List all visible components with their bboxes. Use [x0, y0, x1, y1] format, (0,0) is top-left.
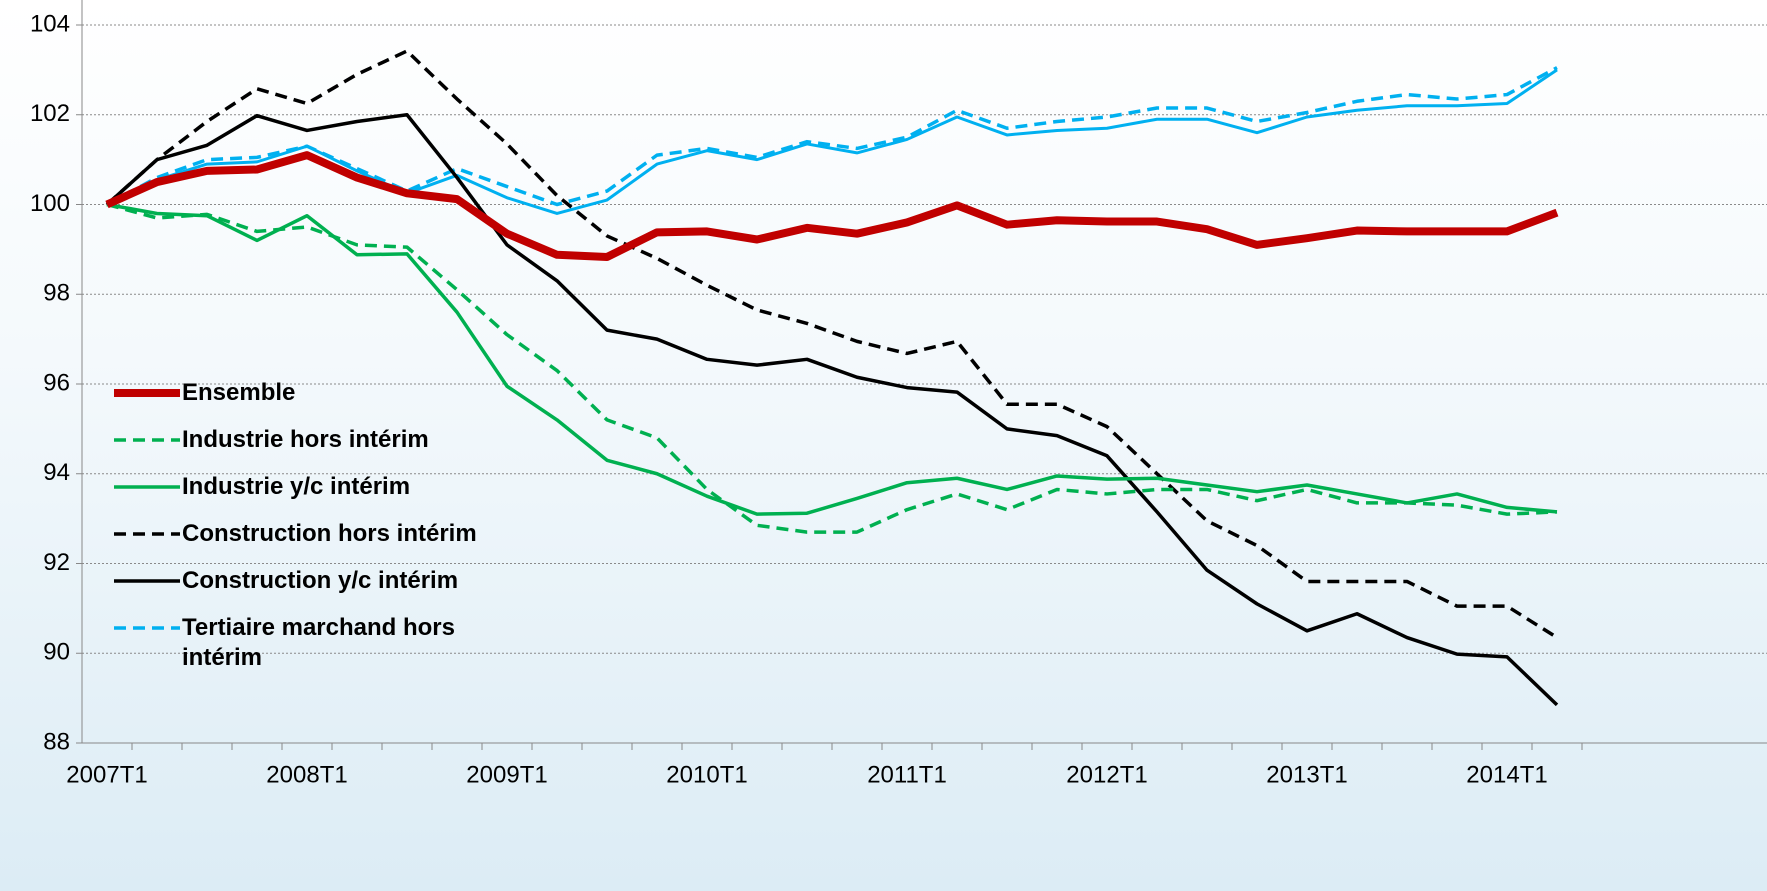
legend-item: Construction y/c intérim	[112, 566, 552, 596]
x-tick-label: 2008T1	[266, 761, 347, 788]
series-line	[107, 68, 1557, 205]
y-tick-label: 88	[43, 728, 70, 755]
y-tick-label: 96	[43, 369, 70, 396]
legend-item: Tertiaire marchand hors intérim	[112, 613, 552, 673]
legend: Ensemble Industrie hors intérim Industrie …	[112, 378, 552, 690]
x-tick-label: 2014T1	[1466, 761, 1547, 788]
legend-item: Industrie hors intérim	[112, 425, 552, 455]
y-tick-label: 90	[43, 639, 70, 666]
x-tick-label: 2009T1	[466, 761, 547, 788]
y-tick-label: 102	[30, 100, 70, 127]
y-tick-label: 98	[43, 280, 70, 307]
legend-label: Tertiaire marchand hors intérim	[182, 613, 522, 673]
legend-label: Ensemble	[182, 378, 295, 408]
legend-swatch	[112, 615, 182, 641]
legend-swatch	[112, 427, 182, 453]
y-tick-label: 100	[30, 190, 70, 217]
x-tick-label: 2013T1	[1266, 761, 1347, 788]
series-line	[107, 70, 1557, 214]
x-tick-label: 2012T1	[1066, 761, 1147, 788]
legend-swatch	[112, 474, 182, 500]
x-tick-label: 2007T1	[66, 761, 147, 788]
legend-label: Construction hors intérim	[182, 519, 477, 549]
legend-label: Construction y/c intérim	[182, 566, 458, 596]
y-tick-label: 104	[30, 10, 70, 37]
legend-swatch	[112, 380, 182, 406]
legend-item: Ensemble	[112, 378, 552, 408]
series-line	[107, 155, 1557, 257]
legend-label: Industrie y/c intérim	[182, 472, 410, 502]
page: 88 90 92 94 96 98 100 102 104 2007T1 2008T1 2009T1 2…	[0, 0, 1767, 891]
legend-label: Industrie hors intérim	[182, 425, 429, 455]
y-tick-label: 92	[43, 549, 70, 576]
legend-swatch	[112, 521, 182, 547]
legend-item: Industrie y/c intérim	[112, 472, 552, 502]
legend-item: Construction hors intérim	[112, 519, 552, 549]
legend-swatch	[112, 568, 182, 594]
x-tick-label: 2010T1	[666, 761, 747, 788]
x-tick-label: 2011T1	[867, 761, 947, 788]
y-tick-label: 94	[43, 459, 70, 486]
